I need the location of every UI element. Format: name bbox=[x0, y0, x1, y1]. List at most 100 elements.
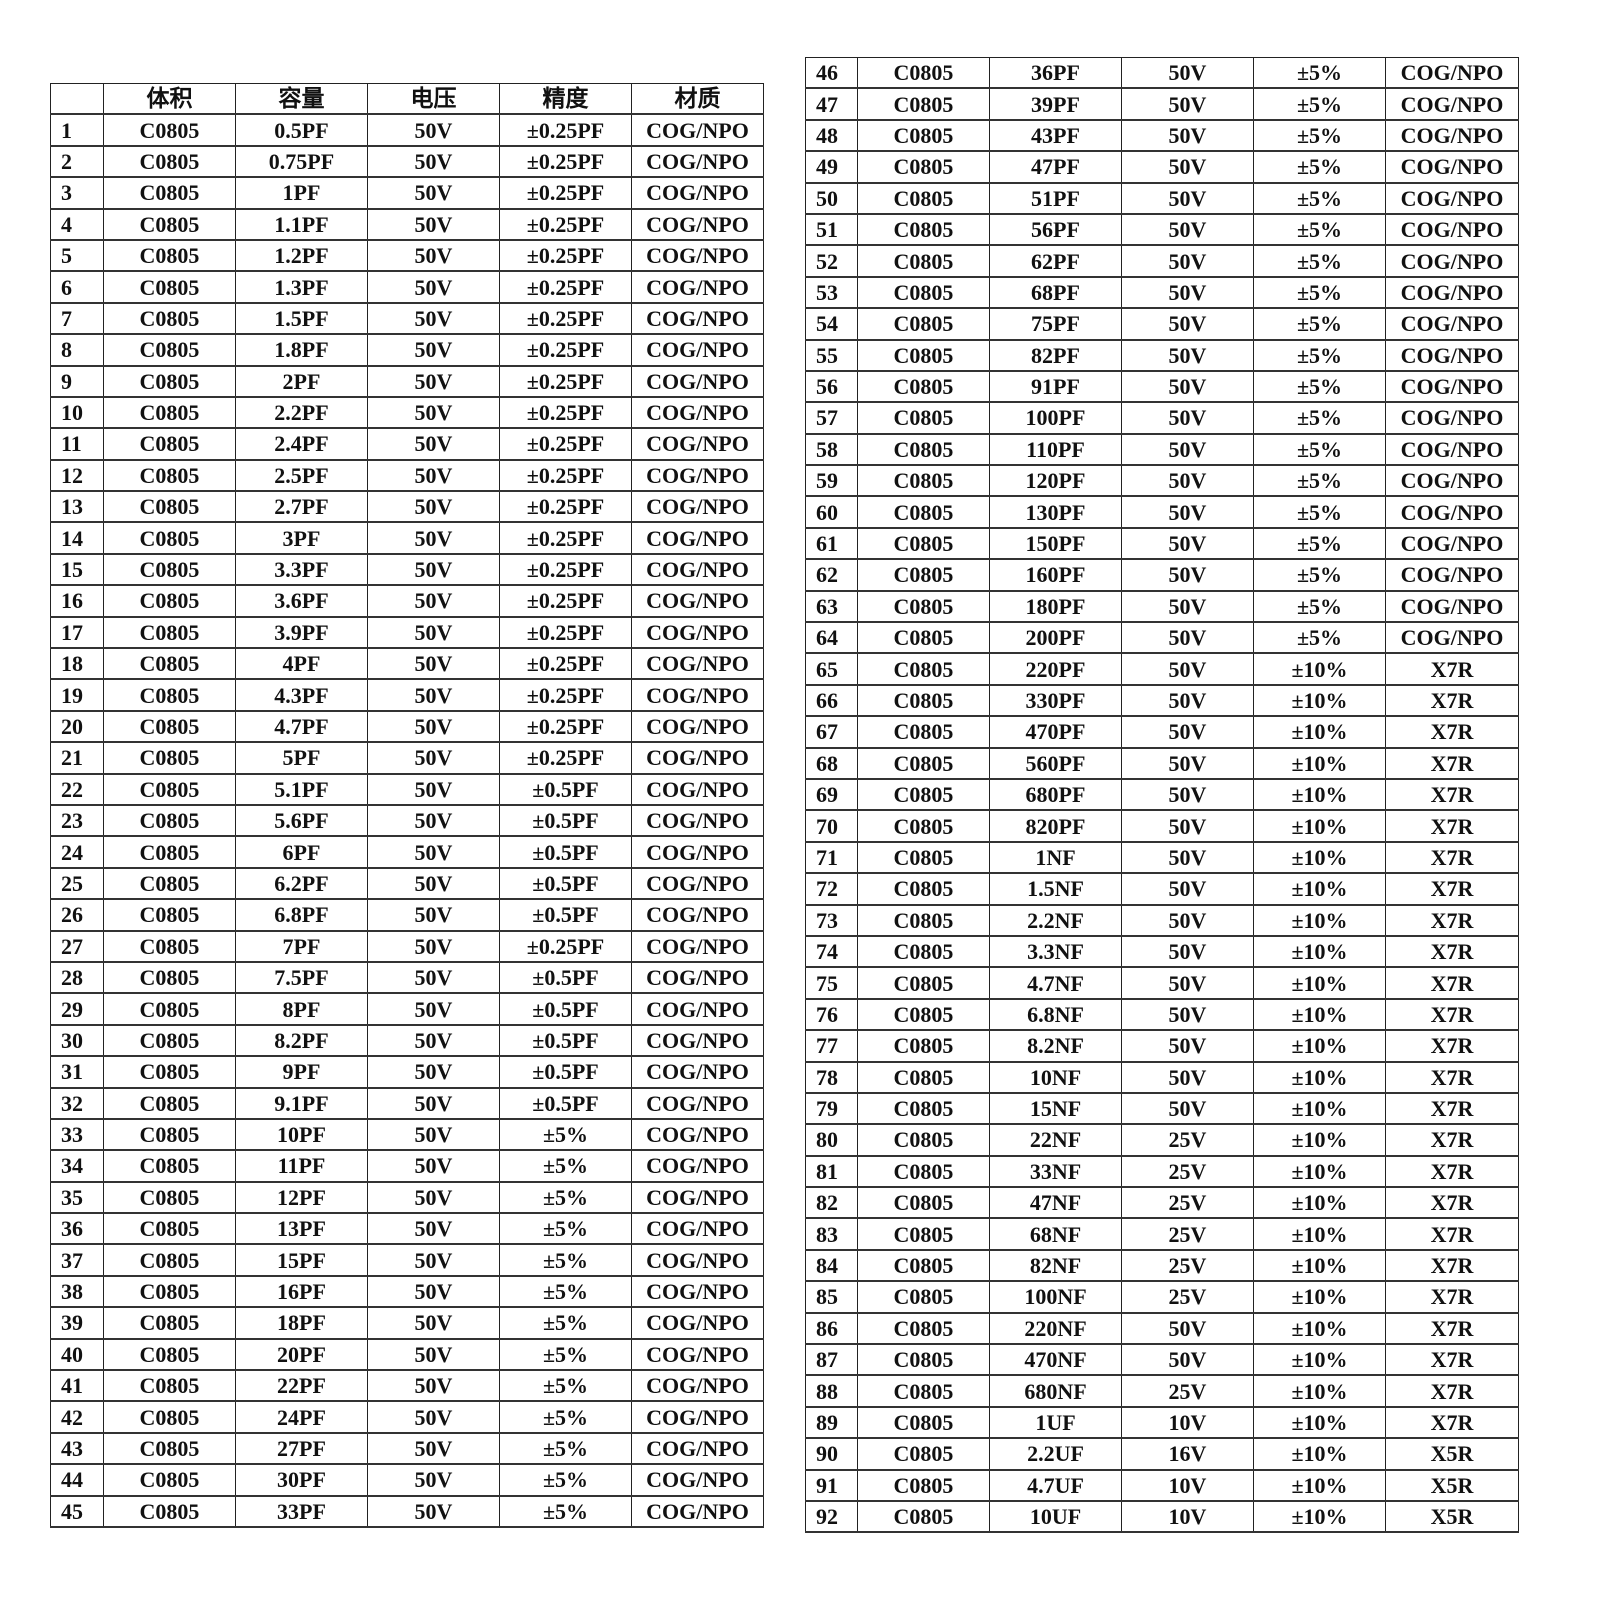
cell-size: C0805 bbox=[103, 1400, 236, 1434]
cell-tolerance: ±0.25PF bbox=[499, 427, 632, 461]
cell-material: COG/NPO bbox=[631, 145, 764, 178]
cell-voltage: 50V bbox=[367, 1400, 500, 1434]
cell-size: C0805 bbox=[857, 590, 990, 623]
cell-index: 1 bbox=[50, 113, 104, 147]
table-row: 43 C0805 27PF 50V ±5% COG/NPO bbox=[50, 1432, 764, 1465]
cell-material: COG/NPO bbox=[1385, 119, 1519, 152]
cell-material: X7R bbox=[1385, 1249, 1519, 1282]
cell-tolerance: ±5% bbox=[1253, 87, 1386, 121]
table-row: 2 C0805 0.75PF 50V ±0.25PF COG/NPO bbox=[50, 145, 764, 178]
cell-tolerance: ±5% bbox=[1253, 213, 1386, 246]
cell-material: COG/NPO bbox=[631, 1181, 764, 1214]
table-row: 35 C0805 12PF 50V ±5% COG/NPO bbox=[50, 1181, 764, 1214]
table-row: 61 C0805 150PF 50V ±5% COG/NPO bbox=[805, 527, 1519, 560]
cell-tolerance: ±5% bbox=[1253, 307, 1386, 341]
table-row: 8 C0805 1.8PF 50V ±0.25PF COG/NPO bbox=[50, 333, 764, 367]
table-row: 56 C0805 91PF 50V ±5% COG/NPO bbox=[805, 370, 1519, 403]
capacitor-table-right: 46 C0805 36PF 50V ±5% COG/NPO 47 C0805 39PF 50V ±5… bbox=[805, 57, 1519, 1533]
cell-capacitance: 470NF bbox=[989, 1343, 1122, 1376]
cell-material: COG/NPO bbox=[1385, 527, 1519, 560]
cell-voltage: 50V bbox=[367, 239, 500, 272]
cell-size: C0805 bbox=[103, 396, 236, 429]
cell-voltage: 50V bbox=[367, 867, 500, 900]
header-size: 体积 bbox=[103, 83, 236, 115]
cell-index: 23 bbox=[50, 804, 104, 837]
cell-capacitance: 1.8PF bbox=[235, 333, 368, 367]
cell-material: COG/NPO bbox=[631, 1118, 764, 1151]
cell-index: 86 bbox=[805, 1312, 858, 1345]
cell-tolerance: ±10% bbox=[1253, 1500, 1386, 1533]
table-row: 44 C0805 30PF 50V ±5% COG/NPO bbox=[50, 1463, 764, 1497]
cell-capacitance: 470PF bbox=[989, 715, 1122, 749]
cell-index: 16 bbox=[50, 584, 104, 618]
cell-voltage: 50V bbox=[1121, 213, 1254, 246]
cell-material: COG/NPO bbox=[631, 616, 764, 649]
cell-voltage: 50V bbox=[1121, 87, 1254, 121]
table-row: 83 C0805 68NF 25V ±10% X7R bbox=[805, 1217, 1519, 1251]
cell-material: COG/NPO bbox=[631, 208, 764, 241]
table-row: 21 C0805 5PF 50V ±0.25PF COG/NPO bbox=[50, 741, 764, 775]
table-row: 63 C0805 180PF 50V ±5% COG/NPO bbox=[805, 590, 1519, 623]
table-row: 18 C0805 4PF 50V ±0.25PF COG/NPO bbox=[50, 647, 764, 680]
cell-size: C0805 bbox=[103, 333, 236, 367]
cell-index: 83 bbox=[805, 1217, 858, 1251]
cell-material: COG/NPO bbox=[631, 1212, 764, 1245]
cell-index: 10 bbox=[50, 396, 104, 429]
cell-material: COG/NPO bbox=[631, 898, 764, 932]
cell-voltage: 50V bbox=[367, 1086, 500, 1120]
cell-material: X7R bbox=[1385, 684, 1519, 717]
cell-size: C0805 bbox=[103, 584, 236, 618]
cell-capacitance: 2.2PF bbox=[235, 396, 368, 429]
cell-index: 70 bbox=[805, 809, 858, 843]
cell-material: COG/NPO bbox=[631, 396, 764, 429]
cell-material: X7R bbox=[1385, 1406, 1519, 1439]
cell-voltage: 50V bbox=[1121, 464, 1254, 497]
cell-tolerance: ±0.25PF bbox=[499, 270, 632, 304]
cell-size: C0805 bbox=[103, 239, 236, 272]
cell-tolerance: ±5% bbox=[1253, 182, 1386, 215]
cell-index: 6 bbox=[50, 270, 104, 304]
cell-capacitance: 8.2PF bbox=[235, 1024, 368, 1057]
cell-tolerance: ±5% bbox=[499, 1149, 632, 1183]
table-row: 46 C0805 36PF 50V ±5% COG/NPO bbox=[805, 57, 1519, 89]
table-row: 75 C0805 4.7NF 50V ±10% X7R bbox=[805, 966, 1519, 1000]
cell-size: C0805 bbox=[103, 930, 236, 963]
cell-index: 69 bbox=[805, 778, 858, 811]
table-row: 57 C0805 100PF 50V ±5% COG/NPO bbox=[805, 401, 1519, 435]
cell-size: C0805 bbox=[857, 433, 990, 466]
cell-material: COG/NPO bbox=[631, 710, 764, 743]
cell-size: C0805 bbox=[857, 904, 990, 937]
cell-capacitance: 36PF bbox=[989, 57, 1122, 89]
cell-tolerance: ±5% bbox=[1253, 276, 1386, 309]
cell-tolerance: ±0.5PF bbox=[499, 1055, 632, 1089]
cell-index: 53 bbox=[805, 276, 858, 309]
cell-size: C0805 bbox=[857, 1374, 990, 1408]
cell-size: C0805 bbox=[857, 57, 990, 89]
cell-capacitance: 47PF bbox=[989, 150, 1122, 184]
table-row: 78 C0805 10NF 50V ±10% X7R bbox=[805, 1060, 1519, 1094]
cell-material: COG/NPO bbox=[631, 1055, 764, 1089]
cell-tolerance: ±5% bbox=[1253, 433, 1386, 466]
cell-size: C0805 bbox=[857, 150, 990, 184]
cell-size: C0805 bbox=[103, 647, 236, 680]
cell-voltage: 50V bbox=[1121, 778, 1254, 811]
cell-tolerance: ±10% bbox=[1253, 1343, 1386, 1376]
table-row: 37 C0805 15PF 50V ±5% COG/NPO bbox=[50, 1243, 764, 1277]
cell-index: 17 bbox=[50, 616, 104, 649]
cell-index: 40 bbox=[50, 1338, 104, 1371]
cell-index: 52 bbox=[805, 244, 858, 278]
cell-tolerance: ±10% bbox=[1253, 715, 1386, 749]
cell-index: 12 bbox=[50, 459, 104, 492]
cell-size: C0805 bbox=[857, 1469, 990, 1502]
cell-tolerance: ±10% bbox=[1253, 1123, 1386, 1157]
table-row: 65 C0805 220PF 50V ±10% X7R bbox=[805, 652, 1519, 686]
table-row: 85 C0805 100NF 25V ±10% X7R bbox=[805, 1280, 1519, 1314]
cell-index: 3 bbox=[50, 176, 104, 210]
cell-tolerance: ±5% bbox=[499, 1275, 632, 1308]
table-row: 41 C0805 22PF 50V ±5% COG/NPO bbox=[50, 1369, 764, 1402]
table-row: 25 C0805 6.2PF 50V ±0.5PF COG/NPO bbox=[50, 867, 764, 900]
cell-material: COG/NPO bbox=[1385, 558, 1519, 592]
cell-capacitance: 30PF bbox=[235, 1463, 368, 1497]
cell-size: C0805 bbox=[857, 527, 990, 560]
cell-tolerance: ±0.25PF bbox=[499, 459, 632, 492]
